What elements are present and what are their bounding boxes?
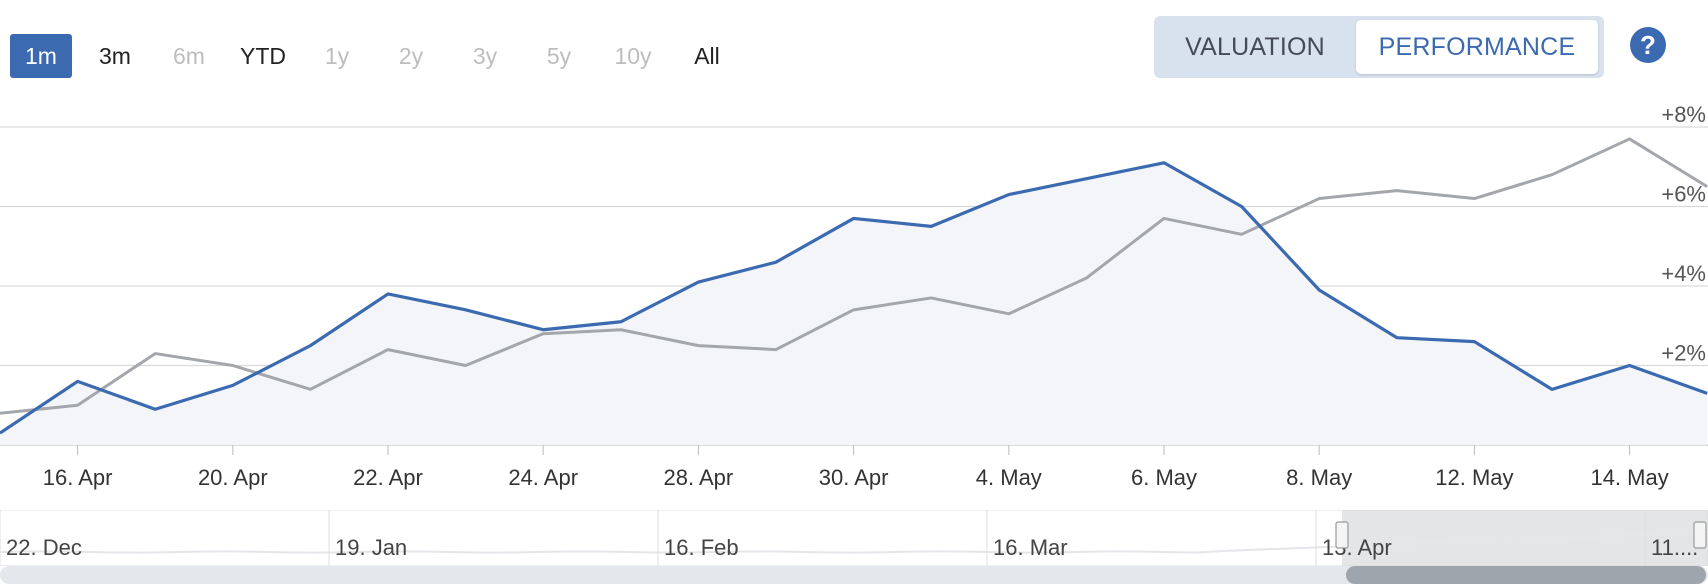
range-selector: 1m 3m 6m YTD 1y 2y 3y 5y 10y All [10, 34, 750, 78]
view-toggle: VALUATION PERFORMANCE [1154, 16, 1604, 78]
x-tick-label: 22. Apr [353, 465, 423, 490]
help-icon[interactable]: ? [1630, 27, 1666, 63]
navigator-label: 19. Jan [335, 535, 407, 560]
range-button-2y[interactable]: 2y [398, 42, 424, 69]
navigator-label: 22. Dec [6, 535, 82, 560]
x-tick-label: 28. Apr [664, 465, 734, 490]
series-area [0, 162, 1708, 445]
navigator-handle-left[interactable] [1335, 521, 1349, 549]
navigator-label: 11.... [1651, 535, 1698, 560]
navigator-label: 16. Feb [664, 535, 739, 560]
x-tick-label: 24. Apr [508, 465, 578, 490]
navigator-label: 16. Mar [993, 535, 1068, 560]
y-tick-label: +2% [1661, 341, 1706, 366]
range-button-1y[interactable]: 1y [324, 42, 350, 69]
navigator-scrollbar[interactable] [0, 566, 1708, 584]
range-button-all[interactable]: All [694, 42, 720, 69]
x-tick-label: 6. May [1131, 465, 1197, 490]
x-tick-label: 12. May [1435, 465, 1513, 490]
range-button-5y[interactable]: 5y [546, 42, 572, 69]
x-tick-label: 8. May [1286, 465, 1352, 490]
x-tick-label: 14. May [1590, 465, 1668, 490]
navigator-selection [1342, 510, 1708, 566]
series-line-secondary [0, 137, 1708, 415]
range-button-3y[interactable]: 3y [472, 42, 498, 69]
navigator-handle-right[interactable] [1693, 521, 1707, 549]
range-button-1m[interactable]: 1m [10, 34, 72, 78]
y-tick-label: +8% [1661, 102, 1706, 127]
performance-tab[interactable]: PERFORMANCE [1356, 20, 1598, 74]
navigator-label: 13. Apr [1322, 535, 1392, 560]
range-button-ytd[interactable]: YTD [240, 42, 286, 69]
range-navigator[interactable]: 22. Dec 19. Jan 16. Feb 16. Mar 13. Apr 11...… [0, 510, 1708, 566]
valuation-tab[interactable]: VALUATION [1185, 32, 1325, 61]
navigator-scrollbar-thumb[interactable] [1346, 566, 1706, 584]
navigator-sparkline [0, 531, 1708, 554]
x-tick-label: 30. Apr [819, 465, 889, 490]
x-tick-label: 4. May [976, 465, 1042, 490]
series-line-primary [0, 161, 1708, 435]
x-tick-label: 16. Apr [43, 465, 113, 490]
range-button-3m[interactable]: 3m [99, 42, 131, 69]
x-tick-label: 20. Apr [198, 465, 268, 490]
y-tick-label: +6% [1661, 182, 1706, 207]
y-tick-label: +4% [1661, 261, 1706, 286]
range-button-6m[interactable]: 6m [173, 42, 205, 69]
range-button-10y[interactable]: 10y [614, 42, 652, 69]
